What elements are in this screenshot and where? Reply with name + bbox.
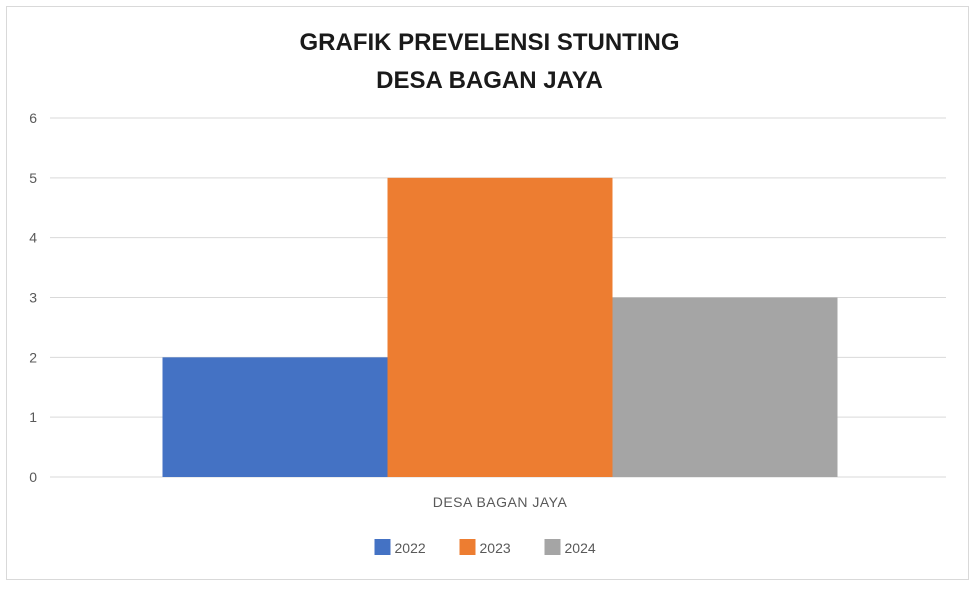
legend-swatch-2024 (544, 539, 561, 555)
y-tick-label: 4 (29, 230, 37, 246)
legend-swatch-2022 (374, 539, 391, 555)
bar-2023 (387, 177, 613, 478)
y-tick-label: 1 (29, 409, 37, 425)
x-category-label: DESA BAGAN JAYA (433, 494, 568, 510)
legend-swatch-2023 (459, 539, 476, 555)
y-tick-label: 3 (29, 290, 37, 306)
y-tick-label: 6 (29, 110, 37, 126)
legend-label-2023: 2023 (480, 540, 511, 556)
bar-2022 (162, 357, 388, 477)
bar-2024 (612, 297, 838, 477)
chart-title: GRAFIK PREVELENSI STUNTING DESA BAGAN JA… (0, 24, 979, 100)
legend-label-2022: 2022 (395, 540, 426, 556)
legend-label-2024: 2024 (565, 540, 596, 556)
chart-title-line-2: DESA BAGAN JAYA (376, 67, 603, 94)
y-tick-label: 2 (29, 349, 37, 365)
y-tick-label: 0 (29, 469, 37, 485)
chart-title-line-1: GRAFIK PREVELENSI STUNTING (299, 29, 680, 56)
y-tick-label: 5 (29, 170, 37, 186)
